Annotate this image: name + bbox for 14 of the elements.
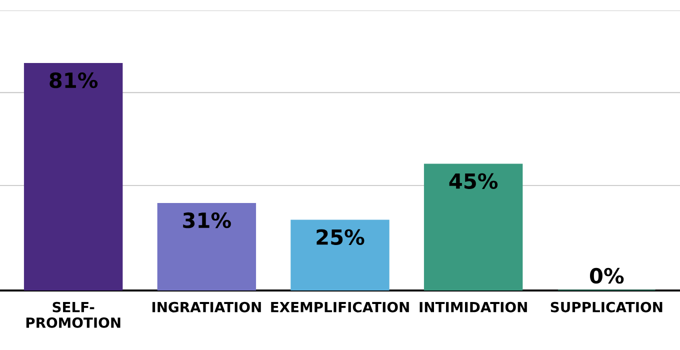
data-label: 81%	[50, 72, 98, 88]
x-tick-label: EXEMPLIFICATION	[271, 302, 409, 312]
bar	[24, 63, 123, 290]
data-label: 25%	[316, 229, 364, 245]
bar	[424, 164, 523, 290]
x-tick-label: INGRATIATION	[152, 302, 261, 312]
x-tick-label: SELF- PROMOTION	[26, 302, 120, 328]
x-tick-label: INTIMIDATION	[420, 302, 527, 312]
data-label: 45%	[449, 173, 498, 189]
data-label: 0%	[590, 268, 624, 284]
bar	[157, 203, 256, 290]
bar	[290, 220, 390, 290]
data-label: 31%	[183, 212, 231, 228]
x-tick-label: SUPPLICATION	[550, 302, 662, 312]
